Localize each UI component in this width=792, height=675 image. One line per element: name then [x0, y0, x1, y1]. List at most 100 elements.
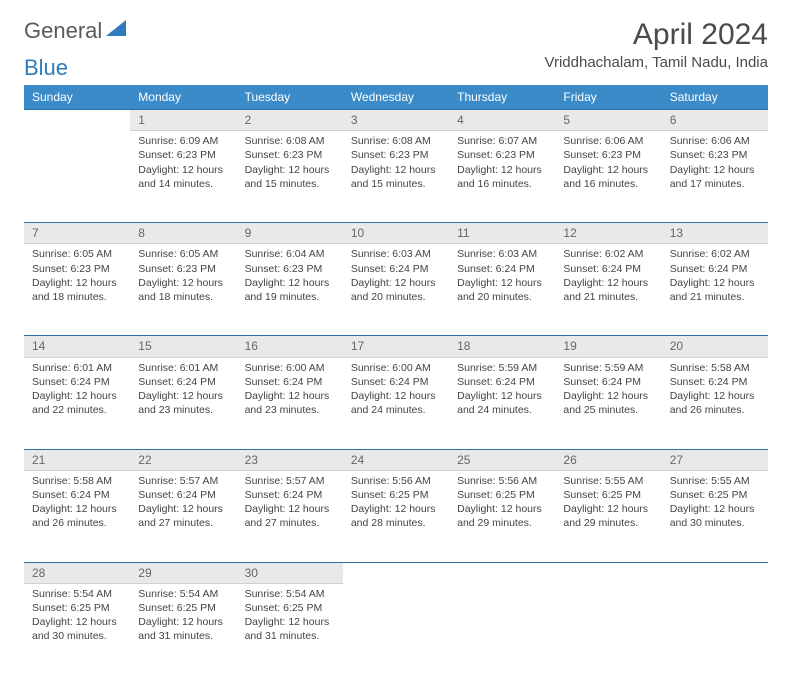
sunset-line: Sunset: 6:23 PM: [563, 148, 653, 162]
daylight-line: Daylight: 12 hours and 22 minutes.: [32, 389, 122, 417]
day-body-cell: Sunrise: 6:06 AMSunset: 6:23 PMDaylight:…: [662, 131, 768, 223]
daylight-line: Daylight: 12 hours and 31 minutes.: [245, 615, 335, 643]
day-body-cell: [343, 583, 449, 675]
daylight-line: Daylight: 12 hours and 24 minutes.: [351, 389, 441, 417]
sunset-line: Sunset: 6:25 PM: [457, 488, 547, 502]
day-body-cell: Sunrise: 5:57 AMSunset: 6:24 PMDaylight:…: [237, 470, 343, 562]
day-body-cell: Sunrise: 5:55 AMSunset: 6:25 PMDaylight:…: [555, 470, 661, 562]
daylight-line: Daylight: 12 hours and 25 minutes.: [563, 389, 653, 417]
day-details: Sunrise: 6:09 AMSunset: 6:23 PMDaylight:…: [130, 131, 236, 197]
day-details: Sunrise: 6:05 AMSunset: 6:23 PMDaylight:…: [130, 244, 236, 310]
day-number-cell: 30: [237, 562, 343, 583]
day-number-cell: [343, 562, 449, 583]
day-body-cell: Sunrise: 5:57 AMSunset: 6:24 PMDaylight:…: [130, 470, 236, 562]
day-body-row: Sunrise: 5:54 AMSunset: 6:25 PMDaylight:…: [24, 583, 768, 675]
day-number-row: 78910111213: [24, 223, 768, 244]
sunset-line: Sunset: 6:25 PM: [351, 488, 441, 502]
logo: General: [24, 18, 128, 44]
sunrise-line: Sunrise: 6:08 AM: [245, 134, 335, 148]
sunset-line: Sunset: 6:24 PM: [32, 488, 122, 502]
day-body-cell: Sunrise: 5:54 AMSunset: 6:25 PMDaylight:…: [130, 583, 236, 675]
day-details: Sunrise: 5:55 AMSunset: 6:25 PMDaylight:…: [555, 471, 661, 537]
daylight-line: Daylight: 12 hours and 23 minutes.: [245, 389, 335, 417]
day-number-cell: 2: [237, 110, 343, 131]
sunset-line: Sunset: 6:24 PM: [351, 262, 441, 276]
day-details: Sunrise: 6:04 AMSunset: 6:23 PMDaylight:…: [237, 244, 343, 310]
day-details: Sunrise: 5:57 AMSunset: 6:24 PMDaylight:…: [130, 471, 236, 537]
sunrise-line: Sunrise: 6:02 AM: [670, 247, 760, 261]
day-body-cell: Sunrise: 6:08 AMSunset: 6:23 PMDaylight:…: [237, 131, 343, 223]
sunset-line: Sunset: 6:25 PM: [245, 601, 335, 615]
sunset-line: Sunset: 6:24 PM: [138, 488, 228, 502]
day-number-cell: 9: [237, 223, 343, 244]
sunrise-line: Sunrise: 6:08 AM: [351, 134, 441, 148]
daylight-line: Daylight: 12 hours and 30 minutes.: [670, 502, 760, 530]
daylight-line: Daylight: 12 hours and 27 minutes.: [245, 502, 335, 530]
day-details: Sunrise: 6:08 AMSunset: 6:23 PMDaylight:…: [237, 131, 343, 197]
day-number-cell: 17: [343, 336, 449, 357]
day-number-cell: 11: [449, 223, 555, 244]
day-body-row: Sunrise: 6:05 AMSunset: 6:23 PMDaylight:…: [24, 244, 768, 336]
sunrise-line: Sunrise: 5:59 AM: [457, 361, 547, 375]
day-body-cell: Sunrise: 6:01 AMSunset: 6:24 PMDaylight:…: [24, 357, 130, 449]
day-body-cell: [24, 131, 130, 223]
day-number-cell: 26: [555, 449, 661, 470]
logo-text-general: General: [24, 18, 102, 44]
day-body-cell: Sunrise: 6:02 AMSunset: 6:24 PMDaylight:…: [555, 244, 661, 336]
sunrise-line: Sunrise: 5:57 AM: [245, 474, 335, 488]
day-body-cell: Sunrise: 5:54 AMSunset: 6:25 PMDaylight:…: [237, 583, 343, 675]
day-number-row: 282930: [24, 562, 768, 583]
day-number-cell: 1: [130, 110, 236, 131]
sunset-line: Sunset: 6:23 PM: [457, 148, 547, 162]
day-number-cell: 14: [24, 336, 130, 357]
sunset-line: Sunset: 6:25 PM: [32, 601, 122, 615]
sunset-line: Sunset: 6:23 PM: [351, 148, 441, 162]
day-details: Sunrise: 6:01 AMSunset: 6:24 PMDaylight:…: [130, 358, 236, 424]
day-details: Sunrise: 6:03 AMSunset: 6:24 PMDaylight:…: [343, 244, 449, 310]
day-number-cell: 10: [343, 223, 449, 244]
day-number-cell: 20: [662, 336, 768, 357]
sunset-line: Sunset: 6:24 PM: [138, 375, 228, 389]
daylight-line: Daylight: 12 hours and 15 minutes.: [351, 163, 441, 191]
sunrise-line: Sunrise: 5:59 AM: [563, 361, 653, 375]
sunset-line: Sunset: 6:24 PM: [563, 375, 653, 389]
day-number-cell: 8: [130, 223, 236, 244]
day-number-cell: 23: [237, 449, 343, 470]
sunrise-line: Sunrise: 6:00 AM: [351, 361, 441, 375]
sunrise-line: Sunrise: 5:58 AM: [32, 474, 122, 488]
sunrise-line: Sunrise: 5:56 AM: [457, 474, 547, 488]
day-details: Sunrise: 6:02 AMSunset: 6:24 PMDaylight:…: [555, 244, 661, 310]
daylight-line: Daylight: 12 hours and 16 minutes.: [563, 163, 653, 191]
day-details: Sunrise: 6:06 AMSunset: 6:23 PMDaylight:…: [555, 131, 661, 197]
logo-text-blue: Blue: [24, 55, 768, 81]
sunset-line: Sunset: 6:23 PM: [670, 148, 760, 162]
day-number-cell: 13: [662, 223, 768, 244]
day-number-row: 123456: [24, 110, 768, 131]
day-body-cell: Sunrise: 6:09 AMSunset: 6:23 PMDaylight:…: [130, 131, 236, 223]
daylight-line: Daylight: 12 hours and 26 minutes.: [670, 389, 760, 417]
calendar-table: Sunday Monday Tuesday Wednesday Thursday…: [24, 85, 768, 675]
daylight-line: Daylight: 12 hours and 17 minutes.: [670, 163, 760, 191]
day-number-cell: 21: [24, 449, 130, 470]
day-body-cell: [449, 583, 555, 675]
day-body-cell: Sunrise: 5:58 AMSunset: 6:24 PMDaylight:…: [662, 357, 768, 449]
day-number-row: 14151617181920: [24, 336, 768, 357]
day-details: Sunrise: 6:05 AMSunset: 6:23 PMDaylight:…: [24, 244, 130, 310]
day-number-cell: 12: [555, 223, 661, 244]
day-body-cell: Sunrise: 5:54 AMSunset: 6:25 PMDaylight:…: [24, 583, 130, 675]
sunset-line: Sunset: 6:24 PM: [351, 375, 441, 389]
sunrise-line: Sunrise: 6:01 AM: [138, 361, 228, 375]
sunset-line: Sunset: 6:24 PM: [245, 375, 335, 389]
day-body-cell: Sunrise: 6:00 AMSunset: 6:24 PMDaylight:…: [237, 357, 343, 449]
day-number-cell: [555, 562, 661, 583]
sunrise-line: Sunrise: 6:05 AM: [32, 247, 122, 261]
sunrise-line: Sunrise: 6:09 AM: [138, 134, 228, 148]
day-number-cell: 6: [662, 110, 768, 131]
sunset-line: Sunset: 6:24 PM: [563, 262, 653, 276]
daylight-line: Daylight: 12 hours and 14 minutes.: [138, 163, 228, 191]
day-details: Sunrise: 6:07 AMSunset: 6:23 PMDaylight:…: [449, 131, 555, 197]
day-header: Friday: [555, 85, 661, 110]
day-details: Sunrise: 5:59 AMSunset: 6:24 PMDaylight:…: [449, 358, 555, 424]
day-details: Sunrise: 5:56 AMSunset: 6:25 PMDaylight:…: [449, 471, 555, 537]
day-body-cell: Sunrise: 6:08 AMSunset: 6:23 PMDaylight:…: [343, 131, 449, 223]
